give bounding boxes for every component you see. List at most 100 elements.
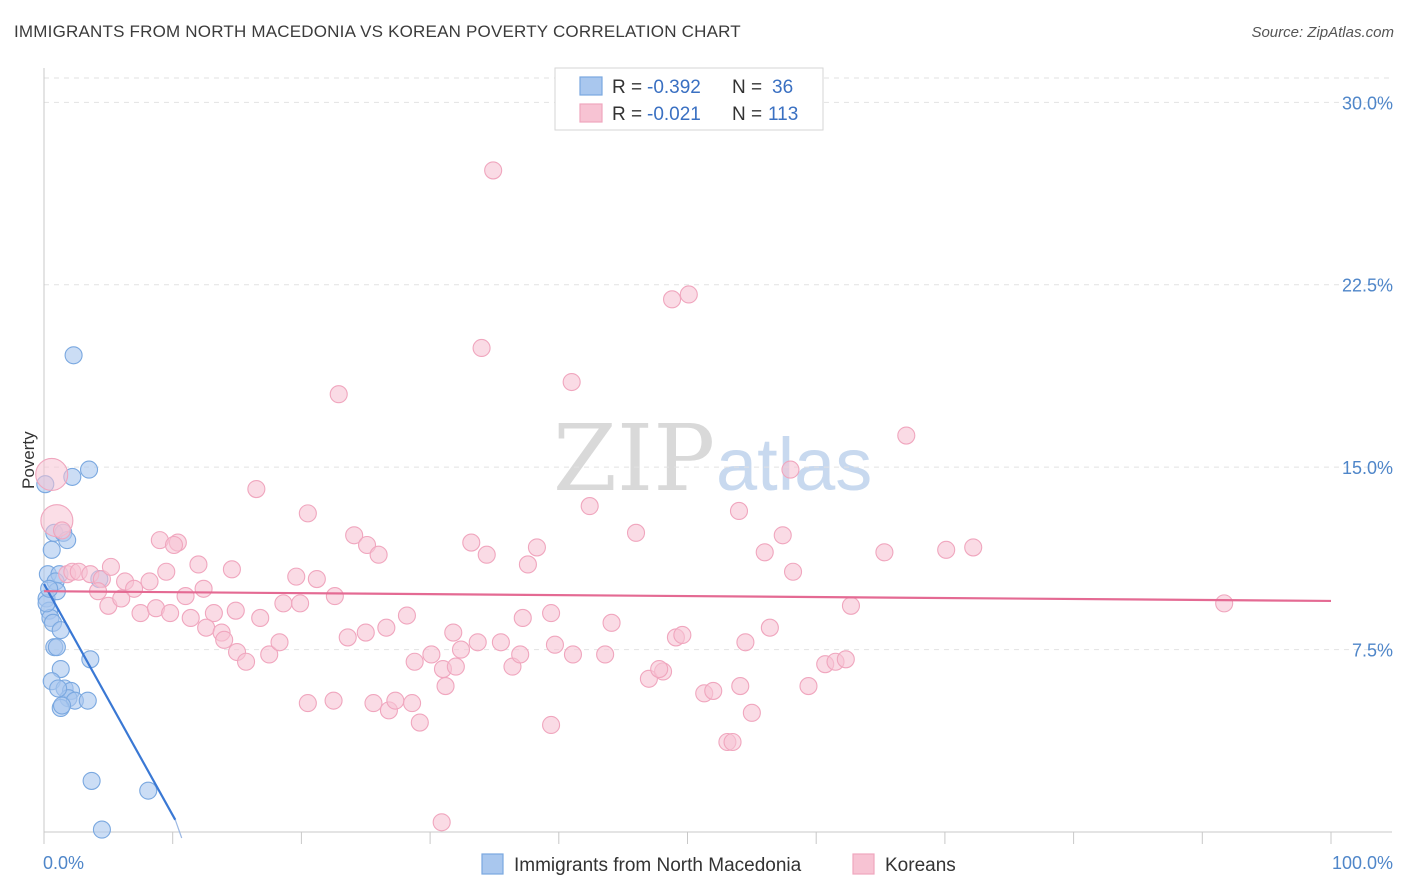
macedonia-point-5 — [42, 540, 61, 559]
koreans-point-104 — [410, 713, 429, 732]
watermark-zip: ZIP — [553, 405, 715, 512]
koreans-point-95 — [237, 652, 256, 671]
legend-n-label-2: N = — [732, 104, 762, 125]
series-koreans-points — [35, 161, 1234, 832]
koreans-point-44 — [444, 623, 463, 642]
legend-n-value-2: 113 — [768, 104, 798, 125]
macedonia-trend-line — [43, 583, 177, 821]
macedonia-point-25 — [78, 691, 97, 710]
koreans-point-85 — [472, 338, 491, 358]
koreans-point-52 — [542, 604, 561, 623]
koreans-point-47 — [477, 545, 496, 564]
macedonia-point-26 — [49, 679, 68, 698]
koreans-point-70 — [760, 618, 779, 637]
koreans-point-11 — [140, 572, 159, 591]
koreans-point-107 — [511, 645, 530, 664]
koreans-point-116 — [215, 630, 234, 649]
koreans-point-27 — [197, 618, 216, 637]
legend-r-value-1: -0.392 — [647, 77, 701, 98]
macedonia-point-28 — [52, 696, 72, 715]
axes: 7.5% 15.0% 22.5% 30.0% — [43, 68, 1393, 844]
macedonia-point-19 — [64, 346, 83, 365]
koreans-point-110 — [650, 659, 669, 679]
legend-n-label-1: N = — [732, 77, 762, 98]
legend-bottom-label-macedonia: Immigrants from North Macedonia — [514, 855, 802, 876]
koreans-point-71 — [773, 526, 792, 545]
koreans-point-96 — [260, 645, 279, 664]
macedonia-point-16 — [51, 659, 70, 679]
koreans-point-115 — [287, 567, 306, 586]
koreans-point-22 — [131, 604, 150, 623]
macedonia-point-17 — [79, 460, 99, 479]
koreans-point-84 — [679, 285, 698, 304]
koreans-point-45 — [462, 533, 481, 552]
macedonia-point-31 — [82, 771, 101, 790]
legend-n-value-1: 36 — [772, 77, 793, 98]
chart-title: IMMIGRANTS FROM NORTH MACEDONIA VS KOREA… — [14, 22, 741, 41]
koreans-point-48 — [491, 633, 510, 652]
koreans-point-89 — [781, 460, 800, 479]
koreans-point-83 — [663, 290, 682, 309]
koreans-point-82 — [1215, 594, 1234, 613]
legend-swatch-macedonia — [579, 76, 603, 96]
trend-lines — [43, 583, 1332, 839]
koreans-point-77 — [841, 596, 860, 615]
koreans-point-33 — [307, 569, 326, 589]
koreans-point-69 — [755, 543, 774, 562]
legend-bottom-swatch-koreans — [852, 853, 875, 875]
koreans-point-90 — [729, 501, 749, 520]
x-tick-max: 100.0% — [1332, 853, 1393, 873]
koreans-point-102 — [386, 691, 405, 710]
koreans-point-2 — [52, 521, 72, 540]
legend-r-label-2: R = — [612, 104, 642, 125]
legend-bottom-swatch-macedonia — [481, 853, 504, 875]
macedonia-point-15 — [47, 638, 66, 657]
koreans-point-106 — [446, 657, 465, 676]
koreans-point-42 — [422, 645, 441, 664]
koreans-point-112 — [513, 608, 532, 628]
koreans-point-93 — [164, 535, 184, 555]
koreans-point-92 — [157, 562, 176, 581]
koreans-point-50 — [518, 555, 537, 574]
macedonia-point-33 — [92, 820, 111, 839]
koreans-point-67 — [736, 633, 755, 652]
legend-r-label-1: R = — [612, 77, 642, 98]
macedonia-point-32 — [139, 781, 158, 800]
koreans-point-79 — [897, 426, 916, 445]
koreans-point-32 — [291, 594, 310, 613]
y-tick-label-2: 22.5% — [1342, 276, 1393, 296]
y-tick-label-0: 7.5% — [1352, 641, 1393, 661]
koreans-point-30 — [251, 608, 270, 628]
koreans-point-10 — [125, 579, 144, 598]
koreans-point-54 — [563, 645, 583, 664]
koreans-point-57 — [626, 523, 646, 542]
koreans-point-39 — [377, 618, 396, 637]
koreans-point-73 — [799, 677, 818, 696]
koreans-point-91 — [298, 504, 317, 523]
koreans-point-65 — [723, 732, 742, 752]
legend-correlation: R = -0.392 N = 36 R = -0.021 N = 113 — [554, 67, 824, 131]
y-tick-label-3: 30.0% — [1342, 93, 1393, 113]
x-tick-min: 0.0% — [43, 853, 84, 873]
koreans-point-35 — [338, 628, 357, 647]
koreans-point-76 — [836, 650, 855, 669]
koreans-point-46 — [468, 633, 487, 652]
koreans-point-53 — [545, 635, 564, 654]
y-tick-label-1: 15.0% — [1342, 458, 1393, 478]
koreans-point-63 — [704, 681, 723, 700]
koreans-point-99 — [324, 691, 343, 710]
koreans-point-41 — [405, 652, 424, 671]
koreans-point-61 — [673, 625, 692, 645]
koreans-point-88 — [484, 161, 503, 180]
koreans-point-103 — [403, 694, 422, 713]
koreans-point-38 — [369, 545, 388, 564]
koreans-trend-line — [43, 590, 1332, 603]
koreans-point-81 — [964, 538, 983, 557]
koreans-point-80 — [937, 540, 956, 559]
legend-bottom-label-koreans: Koreans — [885, 855, 956, 876]
koreans-point-15 — [194, 579, 213, 598]
koreans-point-114 — [356, 623, 375, 642]
koreans-point-31 — [274, 594, 293, 613]
koreans-point-111 — [596, 645, 615, 664]
